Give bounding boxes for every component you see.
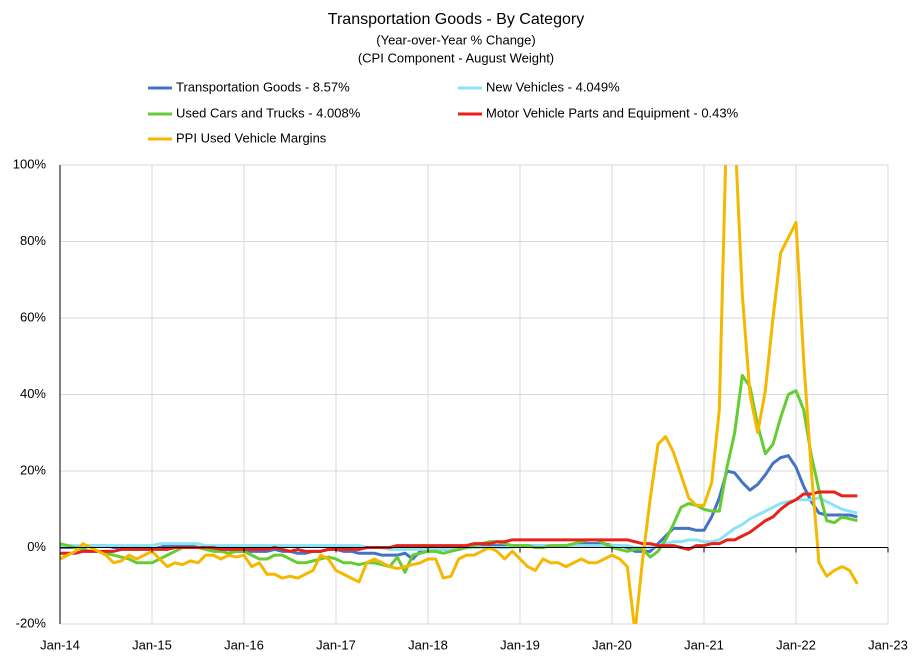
y-tick-label: 20% [20, 462, 46, 477]
x-tick-label: Jan-22 [776, 637, 816, 652]
x-tick-label: Jan-20 [592, 637, 632, 652]
x-tick-label: Jan-21 [684, 637, 724, 652]
chart-title: Transportation Goods - By Category [328, 11, 584, 28]
x-tick-label: Jan-17 [316, 637, 356, 652]
legend-label: New Vehicles - 4.049% [486, 79, 620, 94]
y-tick-label: 100% [13, 156, 47, 171]
legend-label: Transportation Goods - 8.57% [176, 79, 350, 94]
y-tick-label: 60% [20, 309, 46, 324]
data-line [60, 496, 858, 551]
y-tick-label: -20% [16, 615, 47, 630]
y-tick-label: 80% [20, 233, 46, 248]
chart-subtitle: (CPI Component - August Weight) [358, 50, 554, 65]
x-tick-label: Jan-14 [40, 637, 80, 652]
x-tick-label: Jan-19 [500, 637, 540, 652]
legend-label: Used Cars and Trucks - 4.008% [176, 105, 361, 120]
legend-label: Motor Vehicle Parts and Equipment - 0.43… [486, 105, 739, 120]
legend-label: PPI Used Vehicle Margins [176, 130, 327, 145]
x-tick-label: Jan-18 [408, 637, 448, 652]
x-tick-label: Jan-23 [868, 637, 908, 652]
y-tick-label: 40% [20, 386, 46, 401]
data-line [60, 165, 859, 624]
x-tick-label: Jan-16 [224, 637, 264, 652]
x-tick-label: Jan-15 [132, 637, 172, 652]
chart-subtitle: (Year-over-Year % Change) [376, 32, 535, 47]
y-tick-label: 0% [27, 539, 46, 554]
